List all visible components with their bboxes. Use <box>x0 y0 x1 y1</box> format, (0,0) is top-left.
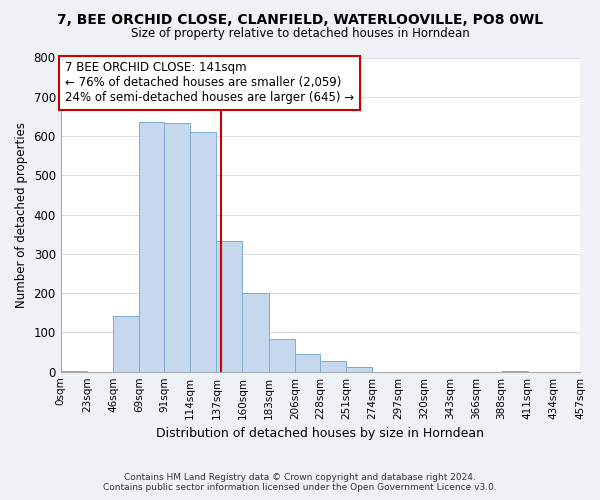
Bar <box>502 370 528 372</box>
Bar <box>242 292 269 372</box>
Bar <box>295 354 320 372</box>
Bar <box>190 132 217 372</box>
Bar <box>269 338 295 372</box>
X-axis label: Distribution of detached houses by size in Horndean: Distribution of detached houses by size … <box>157 427 484 440</box>
Bar <box>320 361 346 372</box>
Text: 7 BEE ORCHID CLOSE: 141sqm
← 76% of detached houses are smaller (2,059)
24% of s: 7 BEE ORCHID CLOSE: 141sqm ← 76% of deta… <box>65 62 355 104</box>
Bar <box>113 316 139 372</box>
Text: Size of property relative to detached houses in Horndean: Size of property relative to detached ho… <box>131 28 469 40</box>
Y-axis label: Number of detached properties: Number of detached properties <box>15 122 28 308</box>
Bar <box>346 366 372 372</box>
Bar <box>139 122 164 372</box>
Text: 7, BEE ORCHID CLOSE, CLANFIELD, WATERLOOVILLE, PO8 0WL: 7, BEE ORCHID CLOSE, CLANFIELD, WATERLOO… <box>57 12 543 26</box>
Bar <box>217 242 242 372</box>
Text: Contains HM Land Registry data © Crown copyright and database right 2024.
Contai: Contains HM Land Registry data © Crown c… <box>103 473 497 492</box>
Bar <box>164 124 190 372</box>
Bar <box>61 371 87 372</box>
